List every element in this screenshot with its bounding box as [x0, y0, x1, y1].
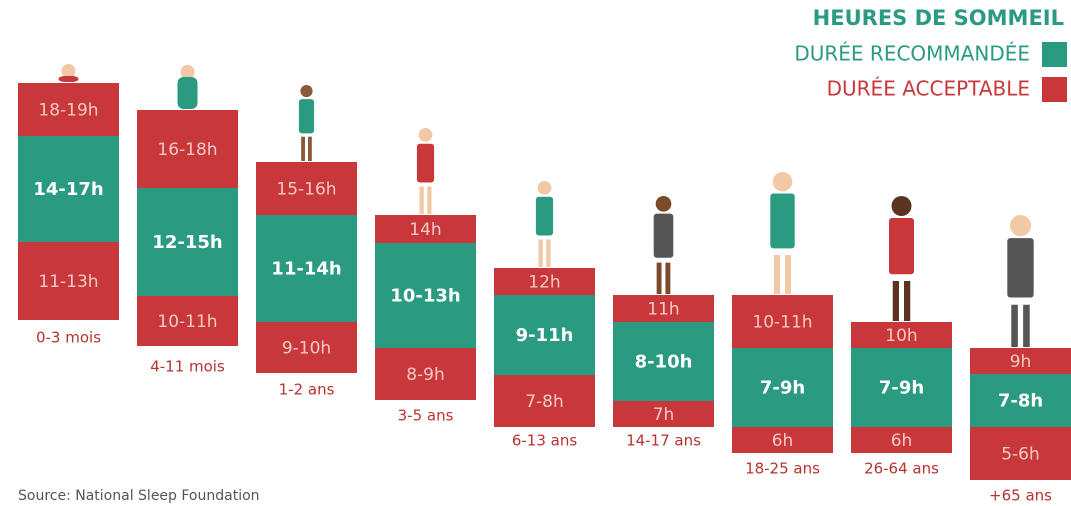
figure-leg [1011, 305, 1018, 347]
figure-leg [546, 239, 550, 267]
lower-label: 10-11h [157, 312, 217, 332]
figure-head [892, 196, 912, 216]
figure-head [656, 196, 672, 212]
figure-leg [893, 281, 899, 321]
upper-label: 18-19h [38, 101, 98, 121]
recommended-label: 12-15h [152, 232, 222, 253]
lower-label: 6h [891, 431, 913, 451]
figure-head [181, 65, 195, 79]
figure-body [417, 144, 434, 183]
legend-swatch-green [1042, 42, 1067, 67]
age-label: 1-2 ans [279, 381, 335, 399]
upper-label: 16-18h [157, 140, 217, 160]
figure-body [59, 76, 79, 82]
figure-body [1007, 238, 1033, 297]
lower-label: 8-9h [406, 365, 445, 385]
upper-label: 14h [409, 220, 441, 240]
age-label: 3-5 ans [398, 407, 454, 425]
figure-leg [665, 263, 670, 294]
figure-head [538, 181, 552, 195]
figure-leg [301, 137, 305, 161]
age-label: +65 ans [989, 487, 1052, 505]
recommended-label: 14-17h [33, 179, 103, 200]
age-label: 14-17 ans [626, 432, 701, 450]
figure-head [419, 128, 433, 142]
legend-recommended: DURÉE RECOMMANDÉE [794, 42, 1030, 66]
age-label: 6-13 ans [512, 432, 578, 450]
age-label: 0-3 mois [36, 329, 101, 347]
figure-leg [785, 255, 791, 294]
age-label: 4-11 mois [150, 358, 225, 376]
age-label: 26-64 ans [864, 460, 939, 478]
lower-label: 11-13h [38, 272, 98, 292]
figure-body [178, 77, 198, 109]
figure-leg [538, 239, 542, 267]
figure-head [300, 85, 312, 97]
recommended-label: 10-13h [390, 286, 460, 307]
figure-leg [904, 281, 910, 321]
recommended-label: 7-8h [998, 391, 1043, 412]
figure-body [299, 99, 314, 133]
figure-leg [657, 263, 662, 294]
figure-body [770, 194, 794, 249]
upper-label: 10-11h [752, 313, 812, 333]
recommended-label: 11-14h [271, 259, 341, 280]
lower-label: 5-6h [1001, 445, 1040, 465]
source: Source: National Sleep Foundation [18, 488, 260, 504]
figure-leg [427, 186, 431, 214]
figure-leg [419, 186, 423, 214]
figure-body [889, 218, 914, 274]
figure-body [654, 214, 674, 258]
lower-label: 7h [653, 405, 675, 425]
figure-head [62, 64, 76, 78]
lower-label: 9-10h [282, 339, 331, 359]
legend-acceptable: DURÉE ACCEPTABLE [827, 77, 1030, 101]
figure-body [536, 197, 553, 236]
upper-label: 10h [885, 326, 917, 346]
figure-leg [308, 137, 312, 161]
figure-leg [774, 255, 780, 294]
infographic: HEURES DE SOMMEIL DURÉE RECOMMANDÉE DURÉ… [0, 0, 1071, 506]
age-label: 18-25 ans [745, 460, 820, 478]
figure-head [1010, 215, 1031, 236]
lower-label: 6h [772, 431, 794, 451]
title: HEURES DE SOMMEIL [813, 6, 1064, 30]
upper-label: 15-16h [276, 180, 336, 200]
upper-label: 11h [647, 300, 679, 320]
legend-swatch-red [1042, 77, 1067, 102]
figure-head [773, 172, 793, 192]
upper-label: 12h [528, 273, 560, 293]
recommended-label: 7-9h [760, 378, 805, 399]
recommended-label: 9-11h [516, 325, 574, 346]
recommended-label: 8-10h [635, 352, 693, 373]
upper-label: 9h [1010, 352, 1032, 372]
lower-label: 7-8h [525, 392, 564, 412]
recommended-label: 7-9h [879, 378, 924, 399]
figure-leg [1023, 305, 1030, 347]
